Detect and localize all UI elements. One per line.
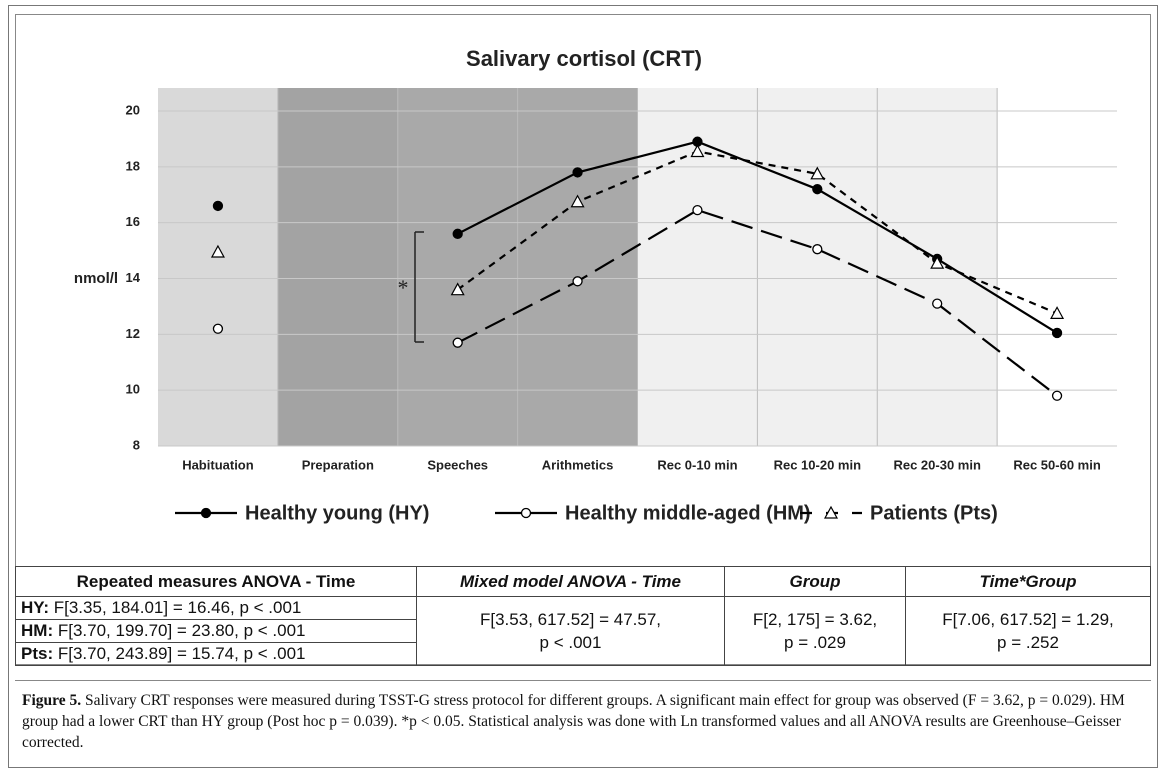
y-tick-label: 8	[133, 437, 140, 452]
point	[1051, 327, 1063, 339]
y-tick-label: 14	[126, 270, 141, 285]
stat: F[3.35, 184.01] = 16.46, p < .001	[53, 598, 302, 617]
phase-shading	[158, 88, 278, 446]
figure-frame	[8, 5, 1158, 768]
phase-shading	[277, 88, 398, 446]
x-tick-label: Speeches	[427, 457, 488, 472]
phase-shading	[997, 88, 1117, 446]
header-cell: Repeated measures ANOVA - Time	[15, 566, 417, 597]
caption-text: Salivary CRT responses were measured dur…	[22, 692, 1125, 751]
point	[932, 298, 943, 309]
point	[1051, 390, 1063, 401]
point	[212, 323, 224, 334]
stat: F[3.70, 199.70] = 23.80, p < .001	[57, 621, 306, 640]
phase-shading	[397, 88, 518, 446]
point	[452, 228, 463, 239]
merged-cell: F[3.53, 617.52] = 47.57, p < .001	[416, 596, 725, 666]
x-tick-label: Preparation	[302, 457, 374, 472]
legend-label: Healthy young (HY)	[245, 502, 429, 524]
y-tick-label: 10	[126, 382, 140, 397]
point	[812, 184, 823, 195]
header-cell: Time*Group	[905, 566, 1151, 597]
y-tick-label: 12	[126, 326, 140, 341]
legend-marker	[200, 507, 212, 519]
point	[452, 337, 463, 348]
chart-title: Salivary cortisol (CRT)	[466, 46, 702, 71]
y-tick-label: 20	[126, 102, 140, 117]
group-label: HM:	[21, 621, 54, 640]
chart: Salivary cortisol (CRT) nmol/l * 8 10 12 14…	[74, 46, 1117, 524]
y-tick-label: 16	[126, 214, 140, 229]
x-tick-label: Rec 10-20 min	[774, 457, 861, 472]
point	[210, 244, 225, 258]
merged-cell: F[7.06, 617.52] = 1.29, p = .252	[905, 596, 1151, 666]
row-cell: Pts: F[3.70, 243.89] = 15.74, p < .001	[15, 642, 417, 666]
header-cell: Mixed model ANOVA - Time	[416, 566, 725, 597]
point	[930, 255, 945, 269]
caption: Figure 5. Salivary CRT responses were me…	[22, 690, 1147, 753]
point	[1050, 306, 1065, 319]
x-tick-label: Rec 50-60 min	[1013, 457, 1100, 472]
point	[570, 194, 585, 208]
point	[572, 276, 583, 287]
row-cell: HM: F[3.70, 199.70] = 23.80, p < .001	[15, 619, 417, 643]
point	[810, 166, 825, 180]
merged-cell: F[2, 175] = 3.62, p = .029	[724, 596, 906, 666]
stat: p < .001	[539, 633, 602, 652]
x-tick-label: Rec 0-10 min	[657, 457, 737, 472]
legend-marker	[520, 507, 532, 519]
stat: F[2, 175] = 3.62,	[752, 610, 878, 629]
phase-shading	[517, 88, 638, 446]
legend-marker	[823, 505, 839, 519]
legend-label: Healthy middle-aged (HM)	[565, 502, 811, 524]
point	[572, 167, 583, 178]
stat: p = .029	[784, 633, 846, 652]
legend-label: Patients (Pts)	[870, 502, 998, 524]
series-line	[457, 150, 1058, 315]
anova-table: Repeated measures ANOVA - Time Mixed mod…	[15, 566, 1151, 666]
point	[450, 282, 465, 296]
series-line	[457, 208, 1058, 397]
point	[690, 144, 705, 158]
phase-shading	[757, 88, 878, 446]
row-cell: HY: F[3.35, 184.01] = 16.46, p < .001	[15, 596, 417, 620]
y-tick-label: 18	[126, 158, 140, 173]
divider	[15, 680, 1151, 681]
group-label: Pts:	[21, 644, 54, 663]
series-line	[457, 140, 1058, 334]
caption-label: Figure 5.	[22, 692, 82, 709]
header-cell: Group	[724, 566, 906, 597]
x-tick-label: Rec 20-30 min	[893, 457, 980, 472]
stat: F[3.53, 617.52] = 47.57,	[480, 610, 661, 629]
point	[212, 200, 224, 212]
x-tick-label: Arithmetics	[542, 457, 614, 472]
x-tick-label: Habituation	[182, 457, 254, 472]
group-label: HY:	[21, 598, 50, 617]
point	[812, 244, 823, 255]
point	[692, 204, 703, 216]
stat: F[7.06, 617.52] = 1.29,	[942, 610, 1114, 629]
stat: p = .252	[997, 633, 1059, 652]
stat: F[3.70, 243.89] = 15.74, p < .001	[57, 644, 306, 663]
significance-mark: *	[398, 275, 409, 300]
y-axis-label: nmol/l	[74, 270, 118, 287]
